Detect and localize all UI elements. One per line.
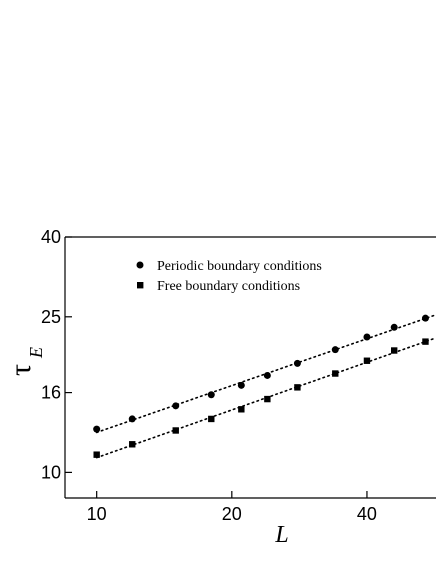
data-point-square	[93, 451, 100, 458]
y-tick-label: 25	[41, 307, 61, 327]
data-points	[93, 314, 429, 458]
y-axis-title-symbol: τ	[4, 364, 37, 376]
x-axis-title: L	[274, 522, 288, 548]
data-point-square	[172, 427, 179, 434]
x-tick-label: 20	[222, 504, 242, 524]
y-tick-label: 10	[41, 462, 61, 482]
data-point-square	[422, 338, 429, 345]
legend: Periodic boundary conditions Free boundar…	[136, 259, 322, 294]
data-point-square	[129, 441, 136, 448]
data-point-circle	[390, 323, 398, 331]
axes: 10 16 25 40 10 20 40	[41, 227, 436, 524]
data-point-square	[238, 406, 245, 413]
data-point-square	[390, 347, 398, 354]
x-tick-label: 40	[357, 504, 377, 524]
legend-label: Free boundary conditions	[157, 279, 300, 294]
legend-marker-circle	[136, 261, 144, 269]
data-point-circle	[128, 415, 136, 423]
data-point-circle	[363, 333, 371, 341]
y-tick-label: 40	[41, 227, 61, 247]
data-point-circle	[263, 371, 271, 379]
data-point-square	[294, 384, 301, 391]
data-point-square	[208, 415, 215, 423]
x-tick-label: 10	[87, 504, 107, 524]
data-point-circle	[172, 402, 180, 410]
data-point-square	[332, 370, 339, 377]
y-axis-title-subscript: E	[26, 347, 46, 359]
data-point-circle	[293, 359, 301, 367]
data-point-square	[363, 357, 371, 364]
legend-marker-square	[137, 282, 144, 289]
y-axis-title: τE	[4, 347, 46, 376]
fit-lines	[95, 313, 436, 459]
data-point-circle	[207, 391, 215, 399]
data-point-square	[264, 395, 271, 403]
axis-labels: LτE	[4, 347, 289, 548]
legend-label: Periodic boundary conditions	[157, 259, 322, 274]
data-point-circle	[237, 381, 245, 389]
y-tick-label: 16	[41, 383, 61, 403]
data-point-circle	[331, 346, 339, 354]
data-point-circle	[421, 314, 429, 322]
data-point-circle	[93, 425, 101, 433]
